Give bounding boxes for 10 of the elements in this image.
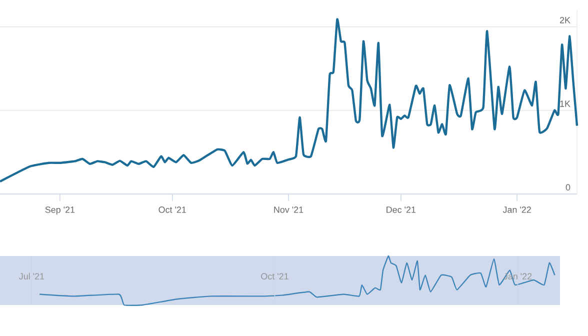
y-tick-label: 1K: [560, 100, 570, 107]
x-tick-label: Oct '21: [261, 273, 288, 280]
x-tick-label: Nov '21: [274, 206, 304, 213]
x-tick-label: Jan '22: [502, 206, 531, 213]
x-tick-label: Jul '21: [19, 272, 44, 280]
y-tick-label: 2K: [560, 16, 570, 24]
x-tick-label: Dec '21: [386, 206, 416, 213]
x-tick-label: Sep '21: [45, 206, 75, 215]
x-tick-label: Oct '21: [158, 206, 186, 213]
y-tick-label: 0: [566, 184, 570, 190]
